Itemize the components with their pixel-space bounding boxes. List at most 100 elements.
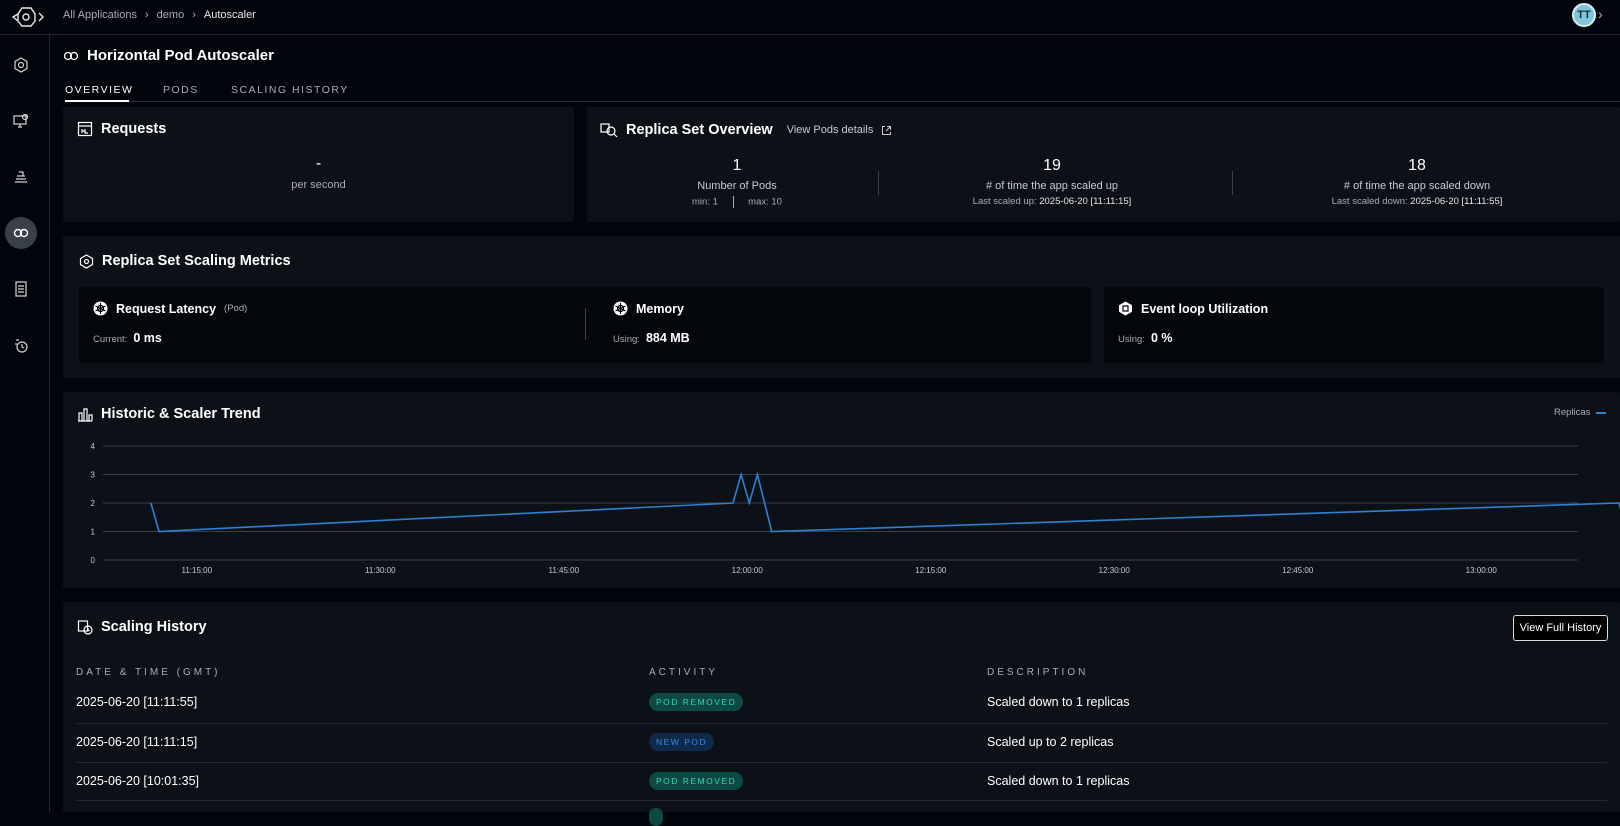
- monitor-gear-icon: [13, 113, 29, 128]
- scaled-up-block: 19 # of time the app scaled up Last scal…: [927, 157, 1177, 207]
- activity-badge-pod-removed: POD REMOVED: [649, 693, 744, 711]
- latency-value-row: Current: 0 ms: [93, 331, 162, 345]
- sidebar-item-services[interactable]: [5, 161, 37, 193]
- view-pods-details-link[interactable]: View Pods details: [786, 124, 874, 136]
- column-header-date[interactable]: DATE & TIME (GMT): [76, 667, 221, 678]
- scaled-up-label: # of time the app scaled up: [985, 180, 1119, 192]
- requests-value: -: [315, 155, 322, 172]
- external-link-icon[interactable]: [881, 125, 892, 136]
- tab-overview[interactable]: OVERVIEW: [65, 84, 134, 96]
- kubernetes-icon: [93, 301, 108, 316]
- latency-header: Request Latency (Pod): [93, 301, 247, 316]
- replica-overview-title: Replica Set Overview: [626, 122, 773, 138]
- tab-pods[interactable]: PODS: [163, 84, 199, 96]
- table-row-description: Scaled up to 2 replicas: [987, 735, 1114, 749]
- row-divider: [76, 723, 1607, 724]
- memory-value: 884 MB: [645, 331, 690, 345]
- checklist-icon: [15, 281, 27, 297]
- view-full-history-button[interactable]: View Full History: [1513, 615, 1608, 641]
- divider: [878, 171, 879, 195]
- scaled-down-value: 18: [1408, 157, 1426, 174]
- trend-header: Historic & Scaler Trend: [77, 406, 261, 422]
- memory-label: Using:: [613, 334, 640, 345]
- pods-count-block: 1 Number of Pods min: 1 max: 10: [637, 157, 837, 208]
- sidebar-item-settings[interactable]: [5, 49, 37, 81]
- stopwatch-icon: [15, 339, 28, 353]
- column-header-description[interactable]: DESCRIPTION: [987, 667, 1089, 678]
- scaling-metrics-header: Replica Set Scaling Metrics: [79, 253, 291, 269]
- event-loop-box: Event loop Utilization Using: 0 %: [1104, 287, 1604, 363]
- bar-chart-icon: [78, 408, 93, 422]
- table-row-description: Scaled down to 1 replicas: [987, 774, 1130, 788]
- table-row-date: 2025-06-20 [11:11:15]: [76, 735, 198, 749]
- last-scaled-up: Last scaled up: 2025-06-20 [11:11:15]: [927, 196, 1177, 207]
- y-tick-label: 3: [91, 471, 96, 480]
- table-row-description: Scaled down to 1 replicas: [987, 695, 1130, 709]
- memory-title: Memory: [636, 301, 684, 316]
- x-tick-label: 12:30:00: [1099, 566, 1131, 575]
- chevron-right-icon: ›: [145, 9, 149, 21]
- x-tick-label: 13:00:00: [1466, 566, 1498, 575]
- requests-unit: per second: [291, 179, 346, 191]
- last-scaled-up-value: 2025-06-20 [11:11:15]: [1039, 196, 1132, 207]
- scaling-history-header: Scaling History: [77, 619, 207, 635]
- latency-value: 0 ms: [133, 331, 162, 345]
- last-scaled-down: Last scaled down: 2025-06-20 [11:11:55]: [1267, 196, 1567, 207]
- x-tick-label: 12:15:00: [915, 566, 947, 575]
- activity-badge-pod-removed: POD REMOVED: [649, 772, 744, 790]
- breadcrumb-autoscaler: Autoscaler: [203, 9, 256, 21]
- sidebar-item-history[interactable]: [5, 329, 37, 361]
- page-title: Horizontal Pod Autoscaler: [87, 47, 274, 64]
- hexagon-gear-icon: [14, 57, 28, 73]
- pods-range: min: 1 max: 10: [637, 196, 837, 208]
- requests-icon: [77, 121, 93, 137]
- latency-label: Current:: [93, 334, 128, 345]
- event-loop-value-row: Using: 0 %: [1118, 331, 1172, 345]
- requests-value-block: - per second: [63, 155, 574, 191]
- pods-min: min: 1: [692, 196, 718, 208]
- sidebar-item-autoscaler[interactable]: [5, 217, 37, 249]
- column-header-activity[interactable]: ACTIVITY: [649, 667, 719, 678]
- x-tick-label: 12:00:00: [732, 566, 764, 575]
- breadcrumb-all-applications[interactable]: All Applications: [63, 9, 137, 21]
- y-tick-label: 2: [91, 499, 96, 508]
- scaled-down-label: # of time the app scaled down: [1343, 180, 1491, 192]
- memory-header: Memory: [613, 301, 684, 316]
- sidebar-item-deployments[interactable]: [5, 105, 37, 137]
- requests-title: Requests: [101, 121, 167, 137]
- replica-overview-card: Replica Set Overview View Pods details 1…: [587, 107, 1620, 222]
- scaling-metrics-card: Replica Set Scaling Metrics Request Late…: [63, 236, 1620, 378]
- chevron-right-icon[interactable]: ›: [1598, 6, 1603, 22]
- nodejs-icon: [1119, 301, 1132, 316]
- event-loop-title: Event loop Utilization: [1141, 301, 1269, 316]
- tab-scaling-history[interactable]: SCALING HISTORY: [231, 84, 349, 96]
- y-tick-label: 0: [91, 556, 96, 565]
- latency-memory-box: Request Latency (Pod) Current: 0 ms Memo…: [79, 287, 1091, 363]
- last-scaled-up-label: Last scaled up:: [972, 196, 1037, 207]
- active-tab-indicator: [65, 100, 129, 102]
- requests-card-header: Requests: [77, 121, 166, 137]
- sidebar: [0, 35, 50, 812]
- breadcrumb-demo[interactable]: demo: [156, 9, 185, 21]
- table-row-date: 2025-06-20 [11:11:55]: [76, 695, 198, 709]
- x-tick-label: 12:45:00: [1282, 566, 1314, 575]
- user-avatar[interactable]: TT: [1572, 3, 1596, 27]
- x-tick-label: 11:45:00: [548, 566, 579, 575]
- replicas-series-line: [150, 471, 1620, 533]
- platformatic-logo[interactable]: [10, 5, 46, 29]
- search-pods-icon: [600, 123, 618, 138]
- page-header: Horizontal Pod Autoscaler: [63, 47, 274, 64]
- scaling-history-title: Scaling History: [101, 619, 207, 635]
- legend-label: Replicas: [1554, 407, 1591, 418]
- breadcrumb: All Applications › demo › Autoscaler: [63, 9, 256, 21]
- table-row-date: 2025-06-20 [10:01:35]: [76, 774, 200, 788]
- latency-title: Request Latency: [116, 301, 217, 316]
- replica-overview-header: Replica Set Overview View Pods details: [600, 122, 892, 138]
- sidebar-item-logs[interactable]: [5, 273, 37, 305]
- x-tick-label: 11:30:00: [365, 566, 396, 575]
- y-tick-label: 1: [91, 528, 96, 537]
- hexagon-icon: [79, 253, 94, 269]
- last-scaled-down-label: Last scaled down:: [1331, 196, 1408, 207]
- requests-card: Requests - per second: [63, 107, 574, 222]
- top-bar: All Applications › demo › Autoscaler TT …: [0, 0, 1620, 35]
